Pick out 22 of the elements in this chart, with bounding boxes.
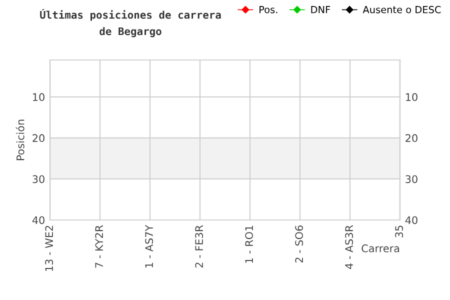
x-tick-label: 13 - WE2 bbox=[45, 226, 54, 271]
y-tick-label: 20 bbox=[32, 134, 44, 142]
y-tick-label: 30 bbox=[32, 175, 44, 184]
y-tick-label: 10 bbox=[33, 93, 44, 102]
x-axis-title: Carrera bbox=[362, 244, 400, 252]
y2-tick-label: 20 bbox=[406, 134, 418, 142]
legend-label: DNF bbox=[311, 6, 330, 14]
y2-tick-label: 30 bbox=[406, 175, 418, 184]
x-tick-label: 2 - FE3R bbox=[195, 225, 204, 268]
y-tick-label: 40 bbox=[32, 216, 44, 224]
legend-label: Pos. bbox=[260, 6, 278, 14]
x-tick-label: 1 - AS7Y bbox=[145, 224, 154, 268]
x-tick-label: 35 bbox=[395, 226, 404, 238]
y2-tick-label: 40 bbox=[405, 216, 418, 224]
legend-label: Ausente o DESC bbox=[362, 6, 441, 14]
x-tick-label: 2 - SO6 bbox=[295, 226, 304, 263]
x-tick-label: 7 - KY2R bbox=[95, 225, 103, 268]
x-tick-label: 1 - RO1 bbox=[245, 226, 254, 263]
x-tick-label: 4 - AS3R bbox=[345, 225, 354, 269]
y2-tick-label: 10 bbox=[406, 93, 418, 102]
y-axis-title: Posición bbox=[16, 120, 24, 160]
chart-title: Últimas posiciones de carrera de Begargo bbox=[40, 9, 221, 38]
